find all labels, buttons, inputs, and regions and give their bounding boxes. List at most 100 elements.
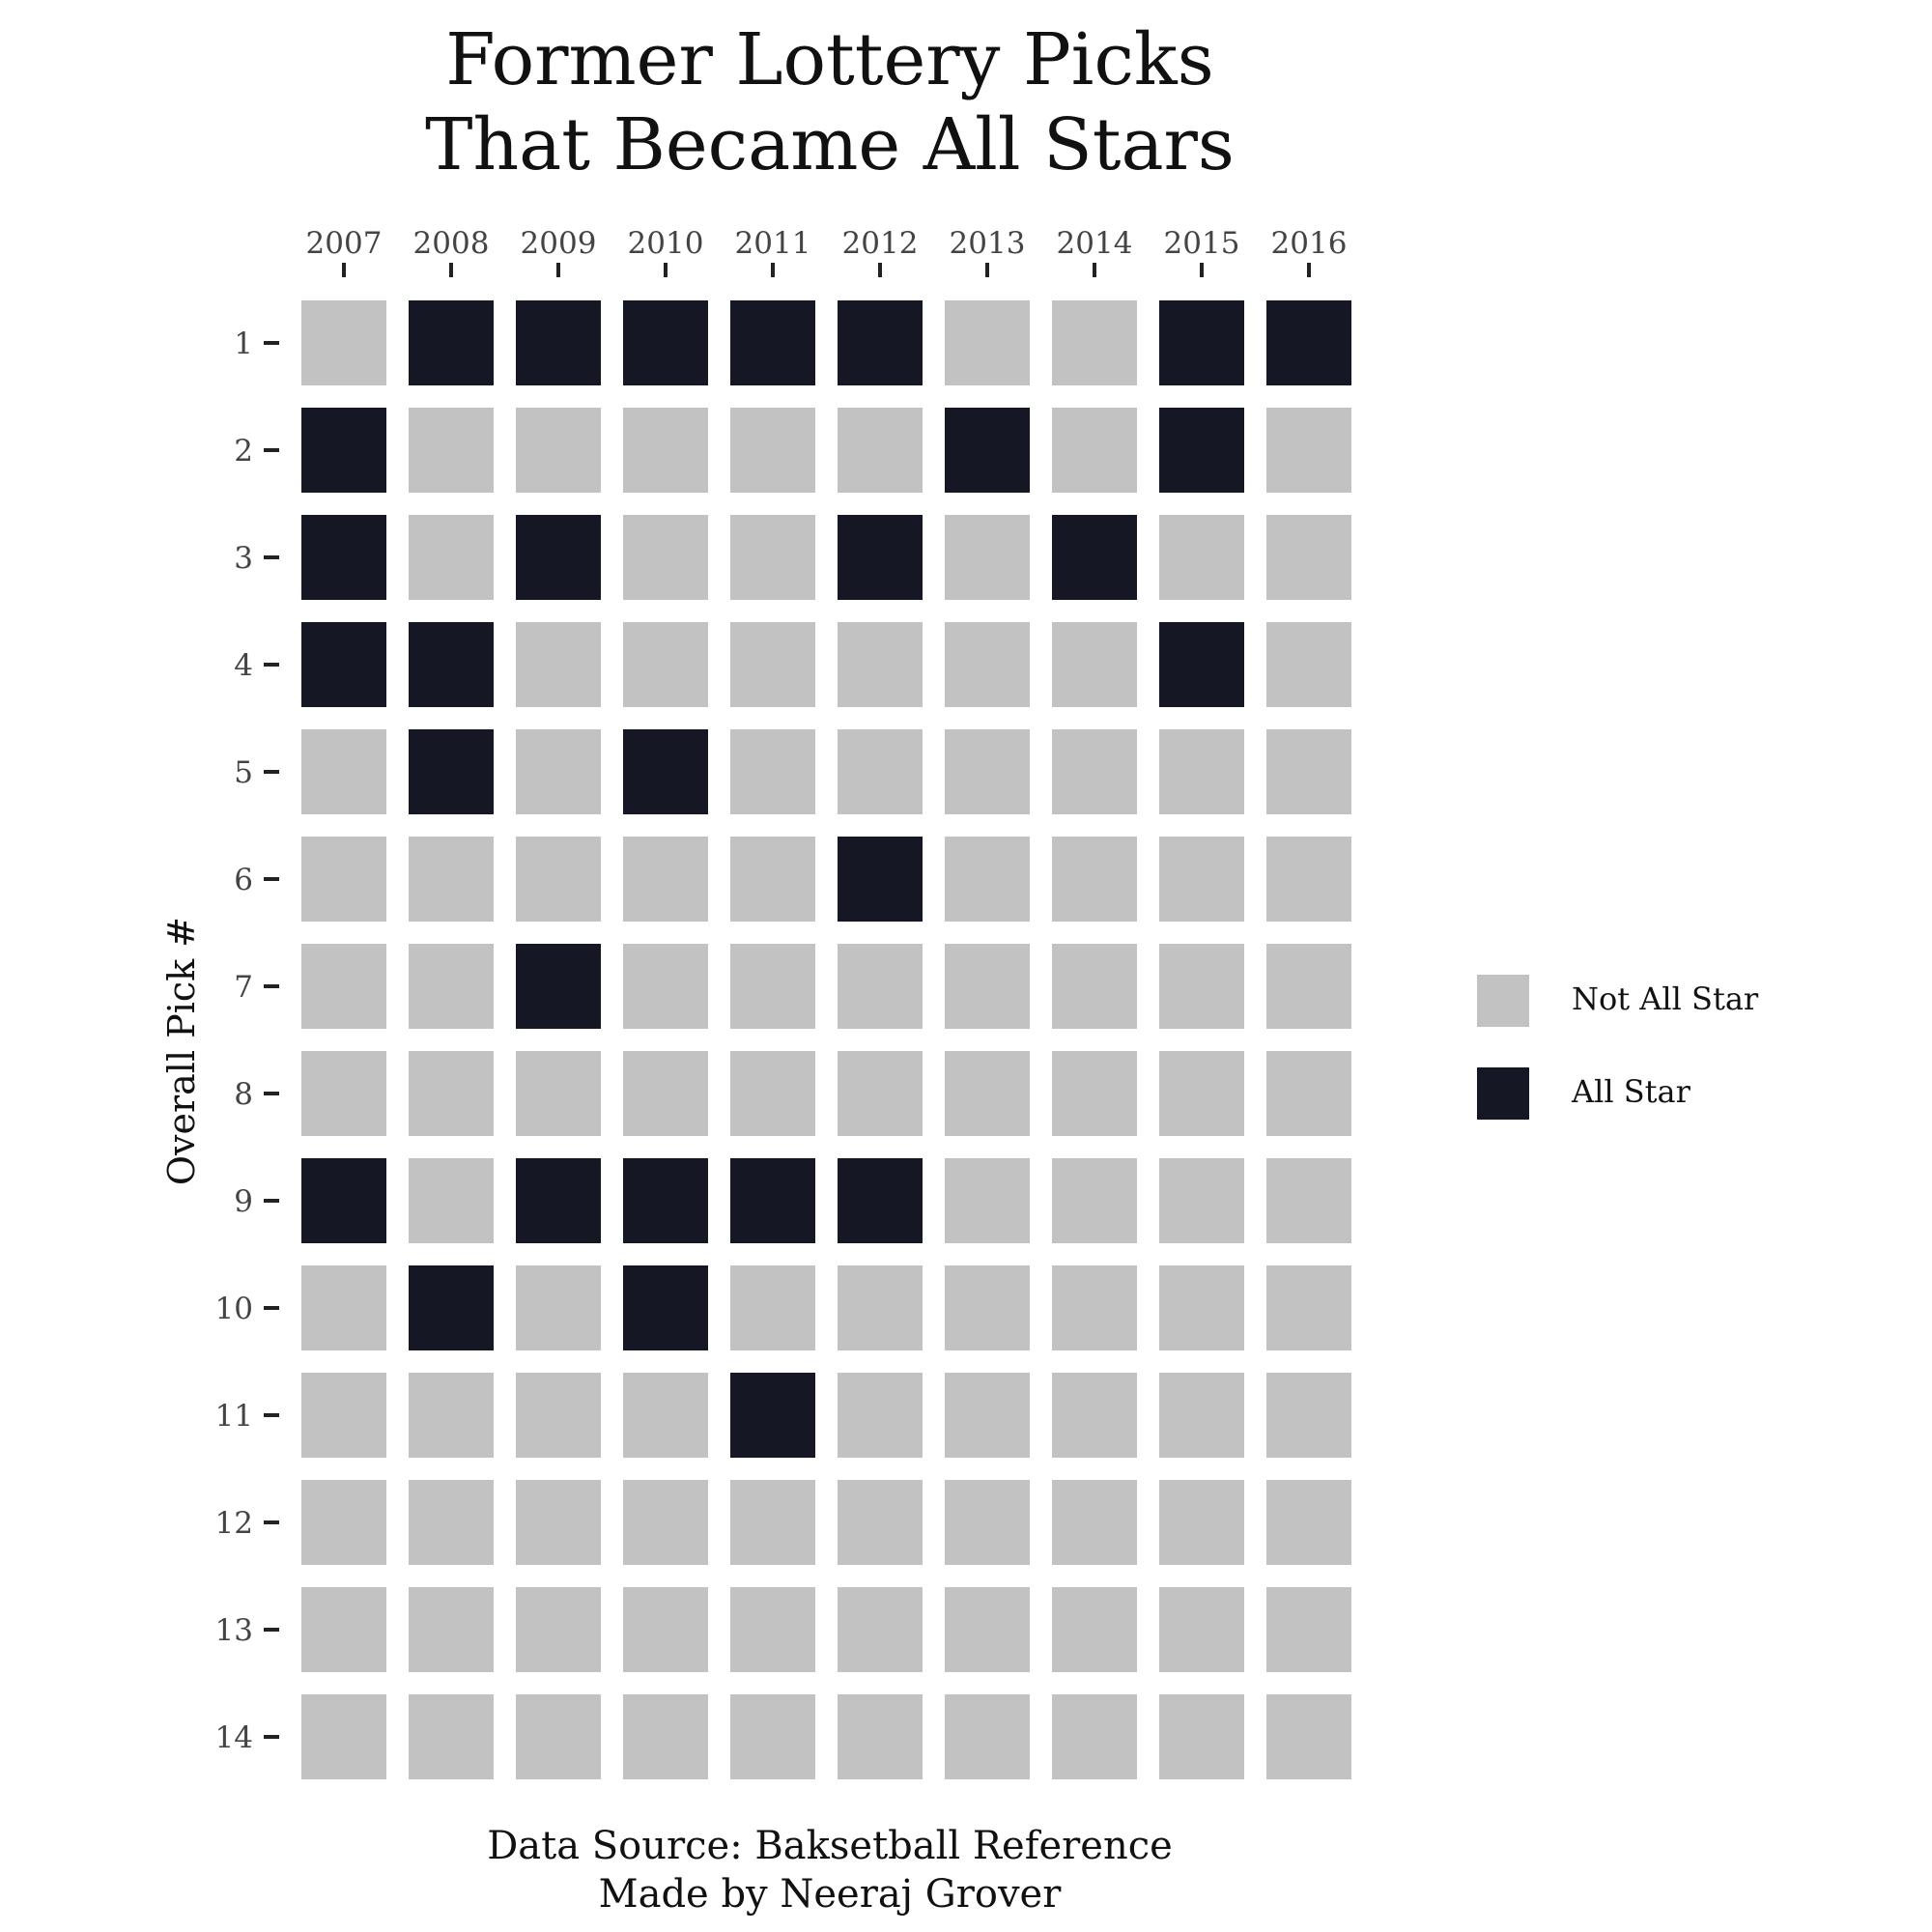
heatmap-cell [623,515,708,600]
heatmap-cell [301,300,386,385]
heatmap-cell [301,944,386,1029]
heatmap-cell [1159,1158,1244,1243]
x-tick-label: 2009 [521,226,597,261]
x-tick-label: 2008 [413,226,490,261]
heatmap-cell [1266,300,1351,385]
heatmap-cell [1052,1480,1137,1565]
heatmap-cell [945,515,1030,600]
heatmap-cell [838,300,923,385]
heatmap-cell [838,1480,923,1565]
chart-title-line-1: Former Lottery Picks [445,18,1214,101]
heatmap-cell [838,1158,923,1243]
heatmap-cell [409,1694,494,1779]
heatmap-cell [838,729,923,814]
heatmap-cell [1266,622,1351,707]
y-tick-label: 2 [234,434,253,469]
heatmap-cell [1159,1480,1244,1565]
caption-author: Made by Neeraj Grover [598,1872,1062,1917]
heatmap-cell [301,515,386,600]
legend-label-all-star: All Star [1572,1073,1690,1110]
heatmap-cell [838,408,923,493]
x-tick-label: 2011 [735,226,811,261]
heatmap-cell [1159,1587,1244,1672]
heatmap-cell [1266,1265,1351,1350]
heatmap-cell [838,944,923,1029]
heatmap-cell [945,300,1030,385]
y-tick-label: 6 [234,863,253,897]
heatmap-cell [301,1265,386,1350]
heatmap-cell [516,515,601,600]
heatmap-cell [1052,515,1137,600]
heatmap-cell [1052,1051,1137,1136]
heatmap-cell [945,622,1030,707]
heatmap-cell [623,1373,708,1458]
heatmap-cell [1052,1694,1137,1779]
heatmap-cell [516,408,601,493]
heatmap-cell [409,1587,494,1672]
heatmap-cell [301,1051,386,1136]
y-tick-label: 1 [234,327,253,361]
heatmap-cell [1052,408,1137,493]
heatmap-cell [838,1373,923,1458]
heatmap-cell [409,1373,494,1458]
heatmap-cell [945,1051,1030,1136]
heatmap-cell [516,1051,601,1136]
heatmap-cell [409,1480,494,1565]
heatmap-cell [1266,837,1351,922]
heatmap-cell [301,1694,386,1779]
heatmap-cell [945,1265,1030,1350]
x-tick-label: 2015 [1164,226,1240,261]
caption: Data Source: Baksetball Reference Made b… [0,1822,1660,1918]
heatmap-cell [409,1158,494,1243]
heatmap-cell [1266,729,1351,814]
heatmap-cell [1266,1587,1351,1672]
heatmap-cell [730,1587,815,1672]
heatmap-cell [1159,944,1244,1029]
heatmap-cell [623,1587,708,1672]
heatmap-cell [623,1158,708,1243]
heatmap-cell [516,1373,601,1458]
heatmap-cell [1052,1158,1137,1243]
heatmap-cell [516,1480,601,1565]
chart-title: Former Lottery Picks That Became All Sta… [0,17,1660,187]
heatmap-cell [838,515,923,600]
heatmap-cell [945,944,1030,1029]
heatmap-cell [1052,1265,1137,1350]
y-tick-label: 4 [234,648,253,683]
heatmap-cell [1052,300,1137,385]
y-tick-label: 7 [234,970,253,1005]
heatmap-cell [1266,515,1351,600]
y-tick-label: 14 [215,1720,253,1755]
heatmap-cell [1159,1694,1244,1779]
heatmap-cell [945,1480,1030,1565]
heatmap-cell [730,515,815,600]
heatmap-cell [730,408,815,493]
heatmap-cell [409,300,494,385]
x-tick-label: 2014 [1057,226,1133,261]
legend-swatch-all-star [1477,1067,1529,1120]
heatmap-cell [1266,1051,1351,1136]
heatmap-cell [945,1373,1030,1458]
heatmap-cell [1159,1051,1244,1136]
heatmap-cell [409,729,494,814]
heatmap-cell [1052,944,1137,1029]
heatmap-cell [1052,729,1137,814]
heatmap-cell [1266,1480,1351,1565]
heatmap-cell [516,729,601,814]
heatmap-cell [623,408,708,493]
heatmap-cell [1266,1158,1351,1243]
x-tick-label: 2016 [1271,226,1348,261]
heatmap-cell [623,622,708,707]
heatmap-cell [730,1158,815,1243]
heatmap-cell [1159,1373,1244,1458]
heatmap-cell [409,515,494,600]
y-tick-label: 13 [215,1613,253,1648]
heatmap-cell [301,1480,386,1565]
y-tick-label: 5 [234,755,253,790]
heatmap-cell [301,1158,386,1243]
heatmap-cell [1052,1587,1137,1672]
y-tick-label: 8 [234,1077,253,1112]
heatmap-cell [301,622,386,707]
heatmap-cell [1159,1265,1244,1350]
heatmap-cell [409,837,494,922]
